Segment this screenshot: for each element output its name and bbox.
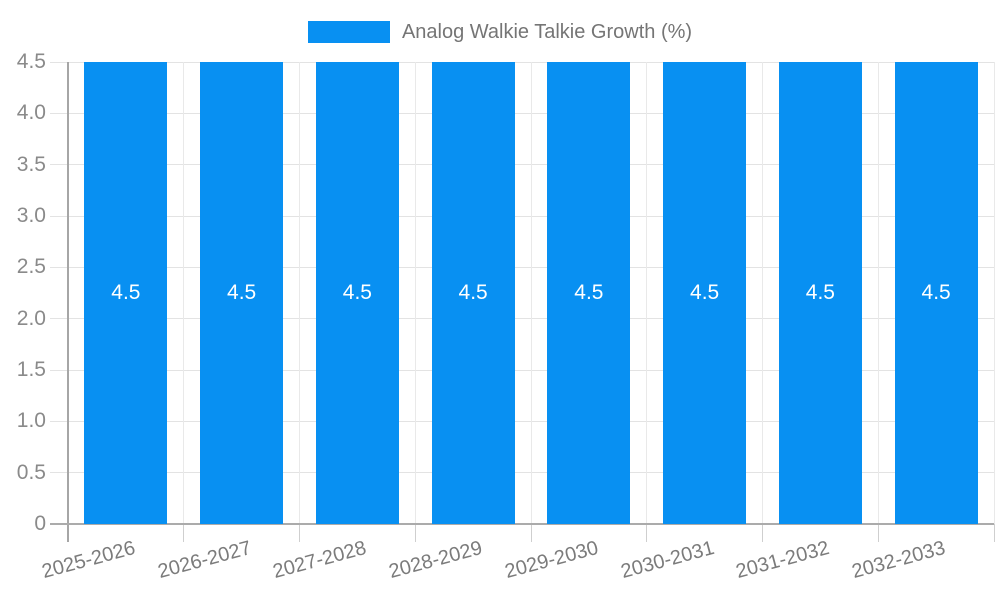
- x-axis-category-label: 2031-2032: [733, 537, 833, 584]
- bar-2029-2030: [547, 62, 631, 524]
- y-axis-tick-label: 2.5: [16, 255, 46, 279]
- y-gridline: [50, 369, 994, 371]
- bar-2031-2032: [778, 62, 862, 524]
- y-axis-line: [67, 62, 69, 542]
- x-gridline: [762, 62, 763, 524]
- y-axis-tick-label: 4.0: [16, 101, 46, 125]
- legend-label[interactable]: Analog Walkie Talkie Growth (%): [401, 20, 693, 43]
- x-axis-category-label: 2028-2029: [386, 537, 485, 584]
- x-gridline: [530, 62, 532, 524]
- chart-legend: Analog Walkie Talkie Growth (%): [0, 14, 1000, 50]
- y-gridline: [50, 164, 994, 166]
- x-axis-category-label: 2032-2033: [849, 537, 948, 584]
- x-axis-tick: [762, 524, 763, 542]
- y-axis-tick-label: 0.5: [16, 460, 46, 484]
- x-axis-tick: [993, 524, 995, 542]
- bar-value-label: 4.5: [574, 281, 604, 304]
- x-axis-category-label: 2030-2031: [618, 537, 717, 584]
- bar-value-label: 4.5: [805, 281, 835, 304]
- bar-value-label: 4.5: [690, 281, 720, 304]
- x-axis-tick: [183, 524, 185, 542]
- y-gridline: [50, 215, 994, 217]
- y-gridline: [50, 266, 994, 268]
- bar-value-label: 4.5: [227, 281, 257, 304]
- x-axis-tick: [877, 524, 879, 542]
- y-axis-tick-label: 4.5: [16, 50, 46, 73]
- x-axis-category-label: 2029-2030: [502, 537, 601, 584]
- x-gridline: [993, 62, 995, 524]
- x-axis-tick: [646, 524, 648, 542]
- x-axis-tick: [299, 524, 300, 542]
- bar-value-label: 4.5: [458, 281, 488, 304]
- y-axis-tick-label: 3.5: [16, 152, 46, 176]
- x-gridline: [646, 62, 648, 524]
- y-gridline: [50, 112, 994, 114]
- x-axis-line: [50, 523, 994, 525]
- x-axis-category-label: 2025-2026: [39, 537, 138, 584]
- x-axis-category-label: 2026-2027: [155, 537, 254, 584]
- legend-swatch[interactable]: [307, 21, 390, 43]
- x-axis-category-label: 2027-2028: [270, 537, 370, 584]
- x-gridline: [414, 62, 416, 524]
- x-gridline: [183, 62, 185, 524]
- y-gridline: [50, 61, 994, 63]
- bar-value-label: 4.5: [111, 281, 141, 304]
- x-gridline: [299, 62, 300, 524]
- bar-value-label: 4.5: [921, 281, 951, 304]
- y-axis-tick-label: 3.0: [16, 204, 46, 227]
- x-axis-tick: [414, 524, 416, 542]
- y-gridline: [50, 420, 994, 422]
- bar-2030-2031: [663, 62, 747, 524]
- bar-2025-2026: [84, 62, 168, 524]
- y-gridline: [50, 318, 994, 320]
- bar-2028-2029: [431, 62, 515, 524]
- y-axis-tick-label: 1.0: [16, 409, 46, 433]
- x-axis-tick: [530, 524, 532, 542]
- y-axis-tick-label: 1.5: [16, 358, 46, 381]
- y-axis-tick-label: 2.0: [16, 306, 46, 330]
- bar-2032-2033: [894, 62, 978, 524]
- x-gridline: [877, 62, 879, 524]
- bar-2026-2027: [200, 62, 284, 524]
- bar-value-label: 4.5: [342, 281, 372, 304]
- y-gridline: [50, 472, 994, 474]
- y-axis-tick-label: 0: [34, 512, 46, 535]
- bar-2027-2028: [315, 62, 399, 524]
